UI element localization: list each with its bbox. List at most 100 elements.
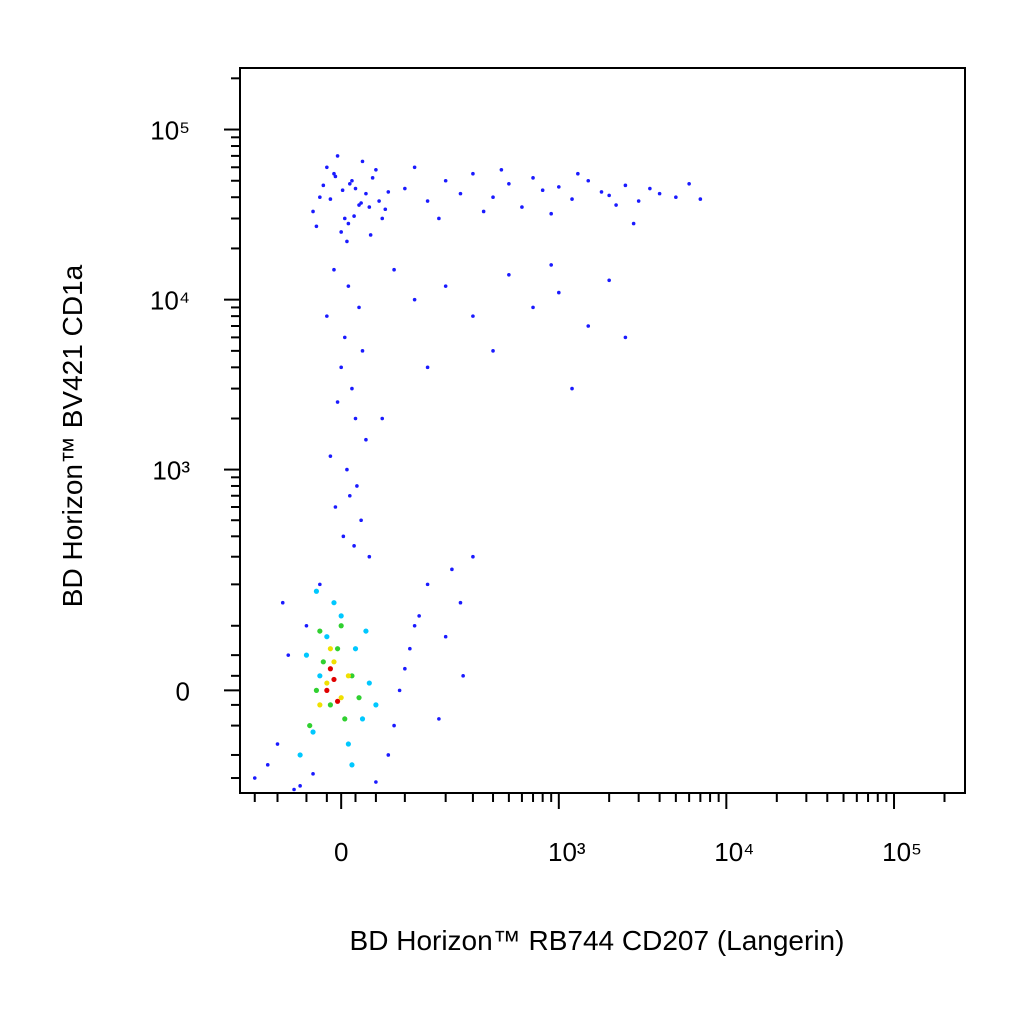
event-dot xyxy=(450,567,454,572)
event-dot xyxy=(331,600,337,606)
y-tick-label: 0 xyxy=(176,676,190,706)
event-dot xyxy=(425,582,430,587)
event-dot xyxy=(350,178,354,183)
event-dot xyxy=(265,763,270,767)
plot-frame xyxy=(239,67,966,794)
event-dot xyxy=(531,176,535,180)
event-dot xyxy=(328,454,333,458)
event-dot xyxy=(352,214,356,218)
event-dot xyxy=(570,197,574,201)
event-dot xyxy=(352,544,356,548)
event-dot xyxy=(313,588,320,594)
event-dot xyxy=(328,197,333,201)
event-dot xyxy=(349,673,355,679)
x-axis-label: BD Horizon™ RB744 CD207 (Langerin) xyxy=(350,925,845,956)
event-dot xyxy=(333,174,338,179)
event-dot xyxy=(549,263,553,267)
event-dot xyxy=(280,600,285,605)
event-dot xyxy=(359,518,363,523)
event-dot xyxy=(471,314,475,318)
event-dot xyxy=(355,484,359,488)
event-dot xyxy=(317,673,323,679)
event-dot xyxy=(403,186,407,191)
event-dot xyxy=(345,673,351,679)
event-dot xyxy=(335,154,340,158)
event-dot xyxy=(298,784,302,788)
event-dot xyxy=(520,205,524,209)
event-dot xyxy=(320,659,326,665)
event-dot xyxy=(325,165,329,170)
event-dot xyxy=(311,209,315,214)
x-tick-label: 10³ xyxy=(548,837,586,867)
event-dot xyxy=(374,167,378,172)
event-dot xyxy=(324,634,330,640)
event-dot xyxy=(353,186,358,191)
event-dot xyxy=(350,386,354,391)
event-dot xyxy=(357,305,361,310)
event-dot xyxy=(383,207,388,212)
event-dot xyxy=(631,221,636,226)
event-dot xyxy=(297,752,303,758)
y-tick-label: 10³ xyxy=(152,456,190,486)
event-dot xyxy=(368,233,373,237)
event-dot xyxy=(342,335,347,340)
event-dot xyxy=(557,290,561,295)
event-dot xyxy=(367,554,372,559)
event-dot xyxy=(252,776,257,780)
event-dot xyxy=(614,203,618,207)
event-dot xyxy=(607,193,611,198)
event-dot xyxy=(335,400,340,404)
event-dot xyxy=(359,716,366,722)
event-dot xyxy=(327,666,333,672)
event-dot xyxy=(331,676,337,683)
event-dot xyxy=(443,634,448,639)
event-dot xyxy=(380,216,385,221)
event-dot xyxy=(408,646,412,651)
event-dot xyxy=(425,199,430,203)
event-dot xyxy=(370,176,375,180)
event-dot xyxy=(380,416,385,421)
event-dot xyxy=(331,659,337,665)
event-dot xyxy=(377,199,381,203)
event-dot xyxy=(636,199,641,203)
event-dot xyxy=(317,702,323,708)
event-dot xyxy=(346,221,351,226)
event-dot xyxy=(364,191,368,196)
event-dot xyxy=(491,349,495,353)
event-dot xyxy=(373,702,379,708)
event-dot xyxy=(392,267,396,272)
event-dot xyxy=(340,188,345,192)
event-dot xyxy=(557,185,561,189)
event-dot xyxy=(353,416,358,421)
event-dot xyxy=(386,190,391,194)
event-dot xyxy=(339,365,343,370)
event-dot xyxy=(352,646,359,652)
event-dot xyxy=(491,195,495,200)
event-dot xyxy=(570,386,574,391)
event-dot xyxy=(304,623,309,628)
event-dot xyxy=(325,314,329,318)
event-dot xyxy=(586,178,591,183)
y-tick-label: 10⁴ xyxy=(150,286,190,316)
event-dot xyxy=(356,695,362,701)
event-dot xyxy=(367,205,372,209)
event-dot xyxy=(311,772,315,776)
event-dot xyxy=(499,167,504,172)
event-dot xyxy=(327,702,333,708)
event-dot xyxy=(360,349,365,353)
event-dot xyxy=(314,224,319,229)
event-dot xyxy=(334,646,341,652)
event-dot xyxy=(374,780,378,784)
x-tick-label: 0 xyxy=(334,837,348,867)
event-dot xyxy=(310,729,316,735)
event-dot xyxy=(540,188,545,192)
event-dot xyxy=(324,680,330,686)
event-dot xyxy=(549,211,553,216)
y-tick-label: 10⁵ xyxy=(150,116,190,146)
event-dot xyxy=(576,171,580,176)
event-dot xyxy=(333,505,338,509)
event-dot xyxy=(338,613,344,619)
event-dot xyxy=(307,722,313,729)
event-dot xyxy=(417,614,421,618)
